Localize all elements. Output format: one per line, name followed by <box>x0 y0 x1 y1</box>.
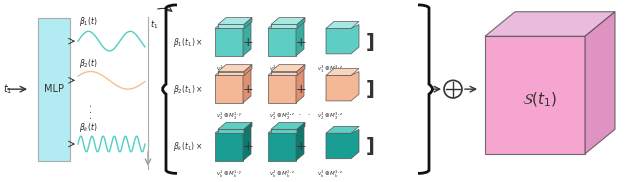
Polygon shape <box>215 126 251 133</box>
Text: $v_2^3 \otimes M_2^{3,z}$: $v_2^3 \otimes M_2^{3,z}$ <box>317 111 343 122</box>
Text: +: + <box>296 36 307 49</box>
Polygon shape <box>215 133 243 161</box>
Text: ]: ] <box>366 137 375 157</box>
Polygon shape <box>215 28 243 56</box>
Text: ·  ·  ·: · · · <box>289 110 311 120</box>
Polygon shape <box>218 65 252 72</box>
Text: $\beta_k(t_1) \times$: $\beta_k(t_1) \times$ <box>173 141 203 153</box>
Polygon shape <box>268 69 304 75</box>
Polygon shape <box>271 129 297 133</box>
Polygon shape <box>485 36 585 154</box>
Polygon shape <box>297 122 305 133</box>
Polygon shape <box>215 21 251 28</box>
Polygon shape <box>485 12 615 36</box>
Polygon shape <box>218 25 244 28</box>
Polygon shape <box>326 21 359 28</box>
Text: $v_2^1 \otimes M_2^{1,y}$: $v_2^1 \otimes M_2^{1,y}$ <box>216 111 243 122</box>
Polygon shape <box>585 12 615 154</box>
Text: +: + <box>243 83 253 96</box>
Text: $\mathcal{S}(t_1)$: $\mathcal{S}(t_1)$ <box>522 91 557 109</box>
Polygon shape <box>326 126 359 133</box>
Text: · · ·: · · · <box>87 104 97 119</box>
Polygon shape <box>244 122 252 133</box>
Polygon shape <box>215 75 243 103</box>
Polygon shape <box>326 25 359 54</box>
Text: $\beta_2(t_1) \times$: $\beta_2(t_1) \times$ <box>173 83 203 96</box>
Polygon shape <box>268 126 304 133</box>
Polygon shape <box>296 21 304 56</box>
Text: $t_1$: $t_1$ <box>150 19 159 31</box>
Text: ]: ] <box>366 80 375 99</box>
Text: $v_1^3 \otimes M_1^{3,z}$: $v_1^3 \otimes M_1^{3,z}$ <box>317 64 343 75</box>
Polygon shape <box>271 72 297 75</box>
Text: $v_1^2 \otimes M_1^{2,z}$: $v_1^2 \otimes M_1^{2,z}$ <box>269 64 295 75</box>
Polygon shape <box>218 18 252 25</box>
Polygon shape <box>38 18 70 161</box>
Text: +: + <box>243 36 253 49</box>
Polygon shape <box>243 21 251 56</box>
Text: $\beta_2(t)$: $\beta_2(t)$ <box>79 57 98 70</box>
Polygon shape <box>243 126 251 161</box>
Text: MLP: MLP <box>44 84 64 94</box>
Polygon shape <box>296 126 304 161</box>
Polygon shape <box>218 122 252 129</box>
Polygon shape <box>218 129 244 133</box>
Text: $v_k^2 \otimes M_k^{2,z}$: $v_k^2 \otimes M_k^{2,z}$ <box>269 169 295 180</box>
Text: $v_k^1 \otimes M_k^{1,y}$: $v_k^1 \otimes M_k^{1,y}$ <box>216 169 243 180</box>
Polygon shape <box>326 69 359 75</box>
Text: $\beta_1(t_1) \times$: $\beta_1(t_1) \times$ <box>173 36 203 49</box>
Text: $v_1^1 \otimes M_1^{1,y}$: $v_1^1 \otimes M_1^{1,y}$ <box>216 64 243 75</box>
Polygon shape <box>244 18 252 28</box>
Polygon shape <box>268 75 296 103</box>
Text: $v_2^2 \otimes M_2^{2,z}$: $v_2^2 \otimes M_2^{2,z}$ <box>269 111 295 122</box>
Text: +: + <box>296 83 307 96</box>
Polygon shape <box>243 69 251 103</box>
Polygon shape <box>326 129 359 159</box>
Text: $t_1$: $t_1$ <box>3 82 12 96</box>
Text: +: + <box>243 141 253 153</box>
Text: +: + <box>296 141 307 153</box>
Polygon shape <box>244 65 252 75</box>
Polygon shape <box>271 18 305 25</box>
Text: ]: ] <box>366 33 375 52</box>
Polygon shape <box>271 122 305 129</box>
Polygon shape <box>296 69 304 103</box>
Polygon shape <box>218 72 244 75</box>
Polygon shape <box>271 65 305 72</box>
Text: $v_k^3 \otimes M_k^{3,z}$: $v_k^3 \otimes M_k^{3,z}$ <box>317 169 343 180</box>
Polygon shape <box>268 28 296 56</box>
Polygon shape <box>271 25 297 28</box>
Polygon shape <box>215 69 251 75</box>
Polygon shape <box>297 18 305 28</box>
Polygon shape <box>268 133 296 161</box>
Text: $\beta_k(t)$: $\beta_k(t)$ <box>79 121 97 134</box>
Polygon shape <box>268 21 304 28</box>
Polygon shape <box>297 65 305 75</box>
Text: $\beta_1(t)$: $\beta_1(t)$ <box>79 15 98 28</box>
Polygon shape <box>326 72 359 101</box>
